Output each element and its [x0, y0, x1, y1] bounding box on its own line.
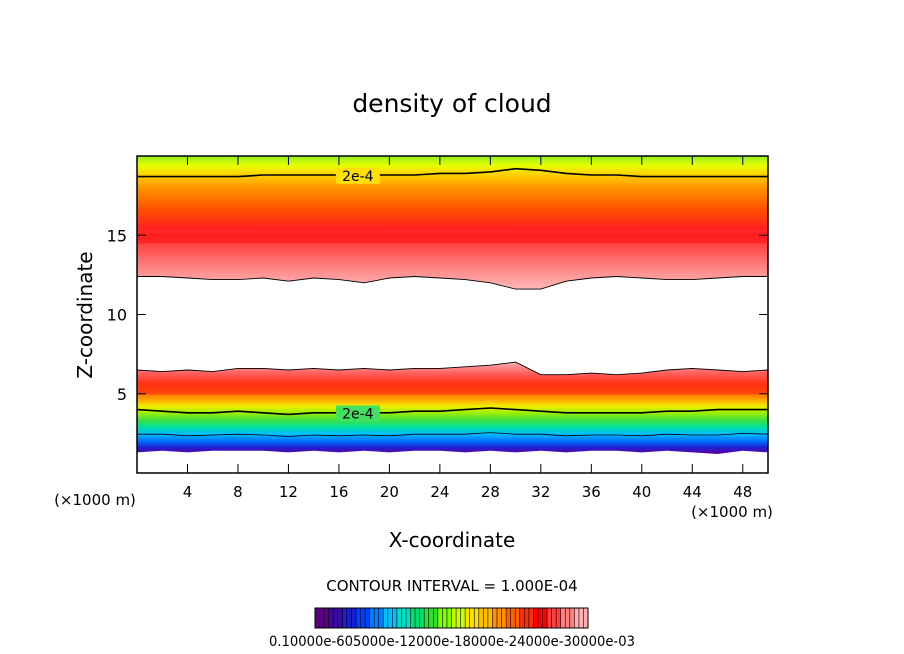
lower-contour-2e-4: [137, 407, 768, 416]
x-tick-label: 20: [380, 483, 399, 501]
colorbar-swatch: [315, 608, 330, 628]
colorbar-swatch: [465, 608, 480, 628]
colorbar-swatch: [369, 608, 384, 628]
contour-label: 2e-4: [342, 169, 374, 185]
x-tick-label: 12: [279, 483, 298, 501]
x-tick-label: 32: [531, 483, 550, 501]
colorbar-swatch: [533, 608, 548, 628]
x-tick-label: 8: [233, 483, 243, 501]
lower-cloud-layer: [137, 362, 768, 454]
colorbar-swatch: [328, 608, 343, 628]
y-tick-label: 15: [107, 226, 127, 245]
upper-edge-contour: [137, 276, 768, 290]
colorbar-swatch: [342, 608, 357, 628]
lower-edge-contour: [137, 361, 768, 376]
y-axis-unit: (×1000 m): [54, 491, 136, 509]
x-tick-label: 4: [183, 483, 193, 501]
colorbar-swatch: [560, 608, 575, 628]
x-tick-label: 44: [683, 483, 702, 501]
colorbar-swatch: [451, 608, 466, 628]
chart-title: density of cloud: [352, 89, 551, 118]
x-tick-label: 24: [430, 483, 449, 501]
contour-label-bg: [335, 405, 380, 422]
x-tick-label: 36: [582, 483, 601, 501]
colorbar-frame: [314, 607, 589, 629]
lower-inner-contour: [137, 432, 768, 437]
colorbar-swatch: [383, 608, 398, 628]
colorbar-tick-labels: 0.10000e-605000e-12000e-18000e-24000e-30…: [269, 634, 635, 650]
colorbar-swatch: [355, 608, 371, 628]
colorbar-swatch: [547, 608, 562, 628]
lower-peak-band: [137, 386, 768, 395]
contour-label-bg: [335, 167, 380, 184]
upper-peak-band: [137, 233, 768, 244]
colorbar-swatch: [492, 608, 507, 628]
colorbar-swatch: [574, 608, 589, 628]
y-tick-label: 10: [107, 306, 127, 325]
upper-cloud-layer: [137, 156, 768, 290]
x-axis-label: X-coordinate: [389, 528, 516, 552]
y-axis-label: Z-coordinate: [73, 251, 97, 378]
plot-fills: [137, 156, 768, 454]
colorbar-swatch: [396, 608, 412, 628]
colorbar-swatch: [478, 608, 493, 628]
x-tick-label: 48: [733, 483, 752, 501]
colorbar-swatch: [424, 608, 439, 628]
contour-lines: [137, 167, 768, 437]
x-tick-label: 28: [481, 483, 500, 501]
x-axis-unit: (×1000 m): [691, 503, 773, 521]
colorbar-swatch: [519, 608, 534, 628]
colorbar: [314, 607, 589, 629]
x-tick-label: 40: [632, 483, 651, 501]
contour-labels: 2e-4 2e-4: [335, 167, 380, 423]
contour-interval-text: CONTOUR INTERVAL = 1.000E-04: [326, 577, 577, 595]
colorbar-swatch: [506, 608, 521, 628]
contour-label: 2e-4: [342, 407, 374, 423]
colorbar-swatch: [437, 608, 452, 628]
colorbar-swatch: [410, 608, 425, 628]
upper-contour-2e-4: [137, 167, 768, 178]
y-tick-label: 5: [117, 385, 127, 404]
x-tick-label: 16: [329, 483, 348, 501]
